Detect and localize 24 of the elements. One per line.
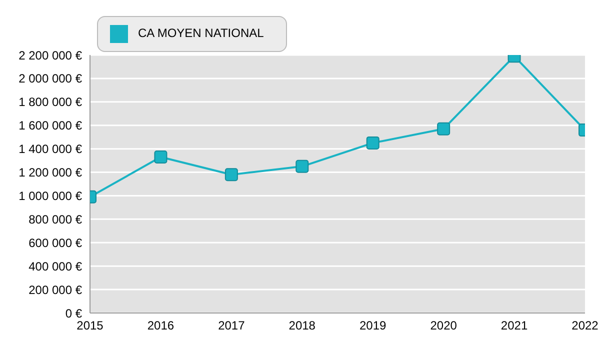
x-tick-label: 2017: [218, 318, 246, 333]
x-tick-label: 2019: [360, 318, 387, 333]
x-tick-label: 2015: [76, 318, 104, 333]
y-tick-label: 1 600 000 €: [18, 118, 82, 133]
point: [366, 136, 380, 150]
x-tick-label: 2016: [147, 318, 174, 333]
x-tick-label: 2018: [288, 318, 316, 333]
legend-label: CA MOYEN NATIONAL: [138, 26, 264, 40]
y-tick-label: 2 000 000 €: [18, 72, 82, 86]
x-tick-label: 2022: [572, 318, 599, 333]
y-tick-label: 1 200 000 €: [18, 166, 82, 180]
y-tick-label: 0 €: [65, 306, 82, 320]
y-tick-label: 2 200 000 €: [18, 48, 82, 62]
point: [296, 160, 309, 173]
x-tick-label: 2020: [430, 318, 458, 333]
y-tick-label: 1 800 000 €: [18, 95, 82, 110]
y-tick-label: 800 000 €: [28, 212, 82, 226]
y-tick-label: 400 000 €: [28, 259, 82, 274]
y-tick-label: 200 000 €: [28, 282, 82, 297]
y-tick-label: 1 400 000 €: [18, 142, 82, 156]
y-tick-label: 1 000 000 €: [18, 188, 82, 203]
y-tick-label: 600 000 €: [28, 236, 82, 250]
point: [224, 168, 238, 182]
x-tick-label: 2021: [500, 318, 528, 333]
